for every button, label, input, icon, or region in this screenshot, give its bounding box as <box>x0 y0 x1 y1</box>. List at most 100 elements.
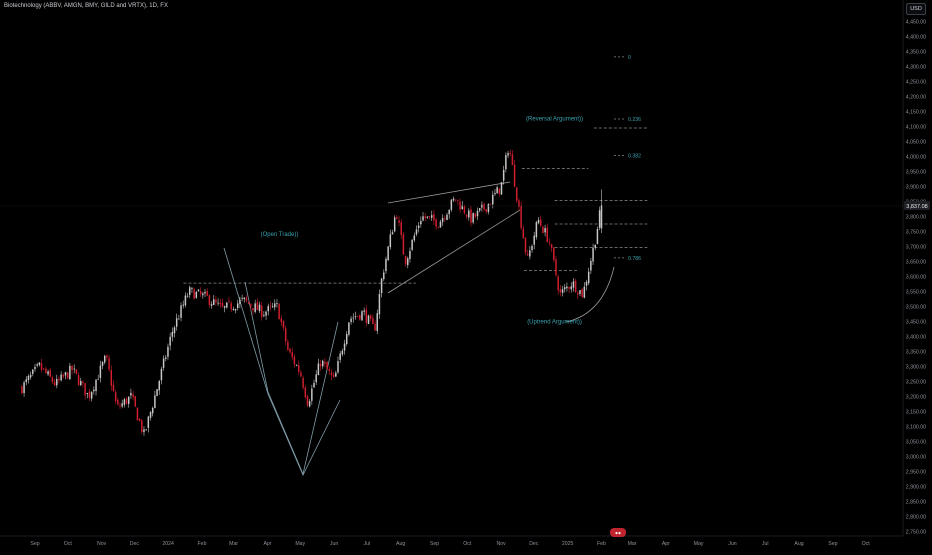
candle-body <box>182 304 184 306</box>
candle-body <box>343 343 346 351</box>
candle-body <box>197 289 200 292</box>
candle-body <box>93 389 95 392</box>
current-price-marker: 3,837.08 <box>0 201 930 210</box>
current-price-tag-bg <box>904 201 930 210</box>
candle-body <box>396 217 398 219</box>
candle-body <box>570 286 573 290</box>
candle-body <box>101 362 104 366</box>
candle-body <box>267 306 269 312</box>
candle-body <box>531 245 533 251</box>
candle-body <box>563 287 566 290</box>
candle-body <box>378 293 381 315</box>
candle-body <box>577 292 579 295</box>
time-tick-label: Mar <box>229 541 238 547</box>
current-price-tag: 3,837.08 <box>906 204 927 210</box>
candle-body <box>400 222 402 235</box>
candle-body <box>23 382 25 394</box>
candle-body <box>548 242 551 244</box>
time-tick-label: Jun <box>728 541 736 547</box>
candle-body <box>361 311 363 321</box>
price-tick-label: 2,850.00 <box>906 500 926 506</box>
fib-level-label: 0.382 <box>628 154 641 160</box>
candle-body <box>250 304 252 307</box>
candle-body <box>507 153 509 156</box>
candle-body <box>110 370 113 386</box>
candle-body <box>546 227 549 242</box>
candle-body <box>143 429 145 433</box>
candle-body <box>191 288 193 290</box>
currency-selector[interactable]: USD <box>906 3 926 15</box>
candle-body <box>189 287 191 295</box>
time-axis[interactable]: Sep Oct Nov Dec 2024 Feb Mar Apr May Jun Jul Aug Sep… <box>30 541 870 547</box>
candle-body <box>326 362 328 370</box>
candle-body <box>127 396 130 404</box>
candle-body <box>88 391 91 398</box>
candle-body <box>106 355 108 358</box>
candle-body <box>516 187 518 201</box>
candle-body <box>202 293 204 296</box>
time-tick-label: Nov <box>496 541 506 547</box>
candle-body <box>529 250 531 257</box>
candle-body <box>335 372 337 377</box>
candle-body <box>75 369 78 374</box>
candle-body <box>247 301 250 304</box>
event-badge[interactable]: ●● <box>610 528 626 537</box>
candle-body <box>58 378 60 381</box>
candle-body <box>592 247 594 262</box>
candle-body <box>415 229 418 235</box>
price-tick-label: 4,350.00 <box>906 50 926 56</box>
candle-body <box>228 301 230 303</box>
candle-body <box>398 220 400 223</box>
candle-body <box>29 374 32 378</box>
price-tick-label: 3,800.00 <box>906 215 926 221</box>
time-tick-label: Aug <box>396 541 405 547</box>
candle-body <box>42 368 45 370</box>
candle-body <box>511 154 514 166</box>
event-badge-icon: ●● <box>615 531 621 537</box>
annotation-label: (Reversal Argument)) <box>526 117 583 123</box>
candle-body <box>232 308 235 310</box>
price-tick-label: 2,800.00 <box>906 515 926 521</box>
time-tick-label: Jun <box>330 541 338 547</box>
candle-body <box>367 315 370 324</box>
price-axis[interactable]: 4,450.00 4,400.00 4,350.00 4,300.00 4,250.00… <box>906 20 926 536</box>
price-tick-label: 4,050.00 <box>906 140 926 146</box>
candle-body <box>206 291 208 296</box>
candle-body <box>526 254 529 256</box>
candle-body <box>45 368 47 373</box>
candle-body <box>513 164 516 187</box>
candle-body <box>274 303 276 308</box>
candle-body <box>119 405 121 407</box>
candle-body <box>389 234 392 248</box>
time-tick-label: Oct <box>862 541 871 547</box>
horizontal-levels <box>183 127 648 284</box>
symbol-title[interactable]: Biotechnology (ABBV, AMGN, BMY, GILD and… <box>4 3 168 9</box>
candle-body <box>193 289 195 299</box>
candle-body <box>291 352 293 358</box>
candle-body <box>587 271 590 284</box>
candle-body <box>369 315 372 319</box>
event-badge-bg[interactable] <box>610 528 626 537</box>
candle-body <box>21 386 23 394</box>
time-tick-label: Sep <box>828 541 837 547</box>
candle-body <box>186 295 189 297</box>
candle-body <box>461 205 464 210</box>
candle-body <box>393 217 396 232</box>
candle-body <box>49 370 51 377</box>
price-tick-label: 3,500.00 <box>906 305 926 311</box>
time-tick-label: Dec <box>529 541 539 547</box>
candle-body <box>149 412 152 418</box>
candle-body <box>178 318 180 320</box>
candle-body <box>413 235 416 241</box>
price-tick-label: 4,100.00 <box>906 125 926 131</box>
candle-body <box>234 309 237 311</box>
candle-body <box>95 379 97 392</box>
candle-body <box>210 304 213 306</box>
price-tick-label: 3,900.00 <box>906 185 926 191</box>
candle-body <box>51 377 54 382</box>
price-tick-label: 4,250.00 <box>906 80 926 86</box>
time-tick-label: Sep <box>430 541 439 547</box>
time-tick-label: Dec <box>130 541 140 547</box>
